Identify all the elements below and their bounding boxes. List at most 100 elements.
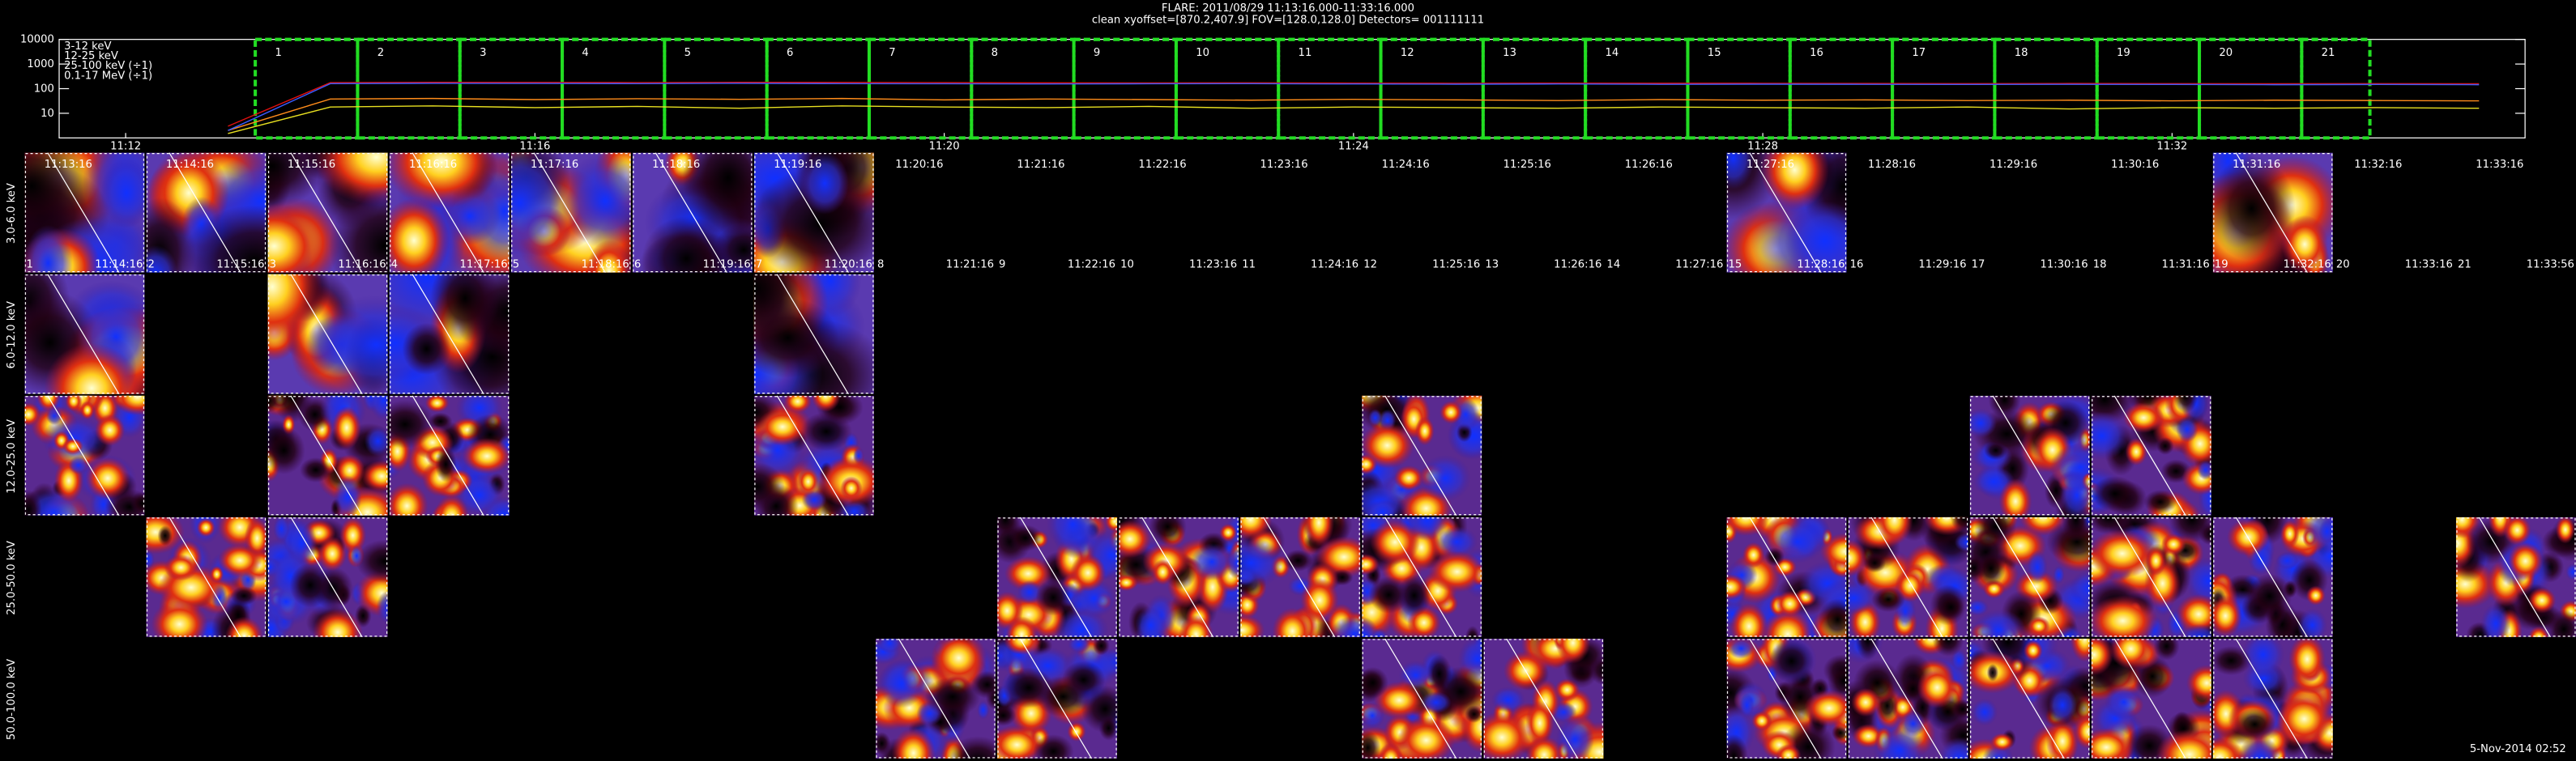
limb-line (2235, 517, 2308, 637)
interval-index: 20 (2336, 259, 2350, 271)
footer-date: 5-Nov-2014 02:52 (2470, 743, 2566, 755)
limb-line (1992, 638, 2065, 759)
tile-blob (2069, 570, 2090, 606)
tile-blob (1876, 517, 1913, 546)
interval-index: 15 (1729, 259, 1742, 271)
image-tile (146, 517, 267, 637)
tile-blob (1226, 546, 1239, 580)
interval-index: 11 (1242, 259, 1256, 271)
tile-blob (2212, 594, 2242, 637)
tile-blob (1873, 725, 1926, 759)
tile-blob (480, 495, 510, 516)
interval-end: 11:23:16 (1189, 259, 1237, 271)
tile-blob (2546, 609, 2576, 637)
interval-box (1379, 37, 1485, 140)
tile-blob (196, 517, 215, 538)
tile-blob (1969, 408, 1997, 438)
tile-blob (1776, 744, 1802, 759)
limb-line (290, 274, 363, 394)
tile-blob (2053, 565, 2065, 585)
image-tile (389, 152, 510, 273)
tile-border (1483, 639, 1603, 759)
tile-blob (2280, 520, 2300, 548)
tile-blob (2305, 585, 2326, 606)
tile-blob (328, 186, 388, 273)
limb-line (2478, 517, 2552, 637)
tile-blob (2091, 638, 2113, 676)
interval-start: 11:26:16 (1625, 159, 1673, 171)
interval-start: 11:17:16 (531, 159, 578, 171)
interval-start: 11:20:16 (895, 159, 943, 171)
tile-blob (333, 475, 362, 516)
tile-border (390, 274, 510, 394)
limb-line (2113, 638, 2186, 759)
tile-blob (1008, 524, 1043, 552)
image-tile (997, 517, 1118, 637)
tile-blob (2288, 638, 2327, 685)
tile-border (876, 639, 996, 759)
tile-blob (1525, 736, 1563, 759)
tile-blob (1004, 555, 1052, 592)
tile-blob (1764, 547, 1785, 567)
tile-blob (1770, 520, 1825, 563)
tile-blob (1555, 638, 1591, 664)
interval-start: 11:28:16 (1868, 159, 1916, 171)
limb-line (533, 152, 606, 273)
tile-blob (24, 224, 73, 273)
tile-blob (1303, 517, 1335, 547)
tile-blob (1067, 721, 1086, 742)
tile-blob (389, 400, 435, 449)
legend-entry: 3-12 keV (64, 40, 111, 53)
tile-blob (2109, 638, 2152, 670)
interval-box (1788, 37, 1895, 140)
tile-blob (1974, 517, 2017, 548)
tile-border (2092, 396, 2211, 516)
light-curve (228, 82, 2480, 127)
tile-blob (753, 274, 812, 340)
interval-end: 11:25:16 (1432, 259, 1480, 271)
tile-blob (2059, 471, 2090, 516)
tile-blob (2185, 557, 2211, 606)
tile-blob (1976, 550, 2006, 587)
image-tile (753, 274, 874, 394)
interval-start: 11:24:16 (1382, 159, 1430, 171)
light-curve (228, 83, 2480, 131)
tile-blob (1555, 716, 1594, 759)
tile-blob (434, 494, 469, 516)
interval-box (1174, 37, 1281, 140)
tile-blob (2091, 411, 2130, 461)
tile-blob (757, 407, 808, 446)
tile-blob (1768, 640, 1815, 682)
tile-blob (424, 395, 450, 413)
x-tick-label: 11:12 (110, 140, 141, 152)
tile-blob (1971, 698, 1998, 726)
tile-blob (2153, 638, 2180, 661)
tile-border (1970, 517, 2090, 637)
tile-blob (1984, 440, 2008, 461)
tile-blob (2023, 640, 2043, 661)
image-tile (24, 274, 145, 394)
tile-blob (2565, 563, 2576, 581)
tile-blob (1969, 599, 1990, 616)
limb-line (1992, 517, 2065, 637)
tile-border (24, 274, 145, 394)
image-tile (997, 638, 1118, 759)
tile-blob (1046, 517, 1100, 551)
tile-blob (2212, 645, 2252, 676)
tile-blob (1483, 711, 1532, 759)
tile-blob (1418, 454, 1472, 502)
limb-line (290, 152, 363, 273)
tile-blob (1427, 654, 1452, 694)
image-tile (2212, 152, 2333, 273)
energy-band-label: 12.0-25.0 keV (6, 419, 18, 494)
interval-start: 11:27:16 (1746, 159, 1794, 171)
tile-border (2092, 639, 2211, 759)
tile-blob (1938, 737, 1968, 759)
tile-blob (561, 153, 631, 249)
tile-blob (997, 725, 1044, 759)
tile-blob (312, 609, 363, 637)
tile-blob (1368, 409, 1383, 427)
interval-number: 11 (1299, 47, 1312, 59)
tile-blob (289, 563, 331, 608)
